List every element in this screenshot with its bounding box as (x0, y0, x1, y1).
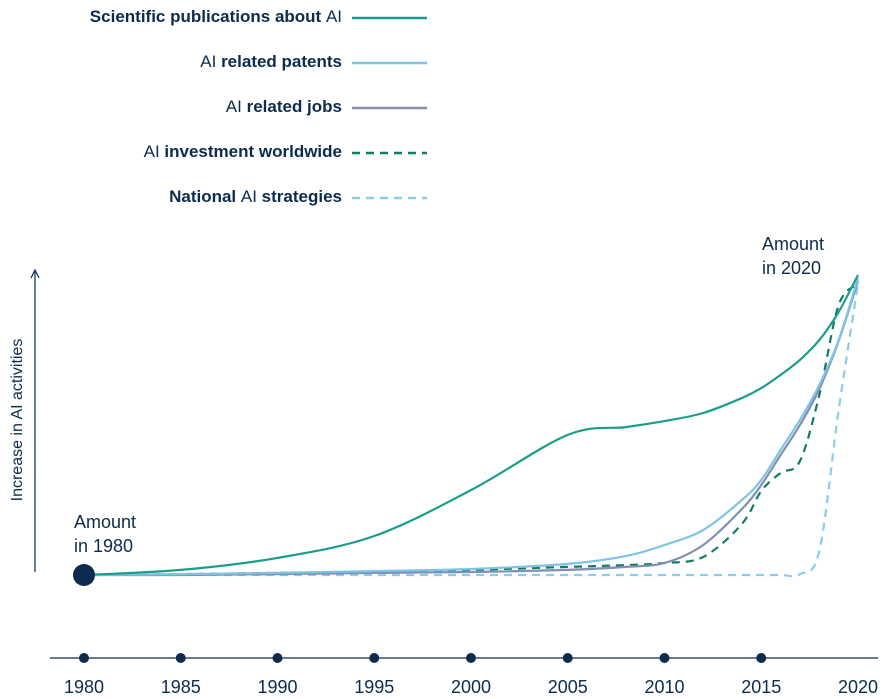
x-tick-dot (272, 653, 283, 663)
x-tick-dot (562, 653, 573, 663)
annotation: in 1980 (74, 536, 133, 556)
x-tick-dot (466, 653, 476, 663)
x-tick-dot (659, 653, 670, 663)
x-tick-label: 2020 (838, 677, 878, 697)
x-tick-dot (175, 653, 186, 663)
annotation: Amount (74, 512, 136, 532)
legend-label: AI related patents (200, 52, 342, 71)
annotation: in 2020 (762, 258, 821, 278)
x-tick-label: 2010 (644, 677, 684, 697)
x-tick-dot (79, 653, 89, 663)
x-tick-label: 1995 (354, 677, 394, 697)
series-line (84, 283, 860, 578)
legend-label: AI investment worldwide (144, 142, 342, 161)
start-point (73, 564, 95, 586)
x-tick-dot (756, 653, 767, 663)
y-axis-arrow (30, 268, 40, 279)
series-line (83, 280, 860, 577)
y-axis-label: Increase in AI activities (9, 339, 26, 502)
x-tick-dot (369, 653, 380, 663)
x-tick-label: 1980 (64, 677, 104, 697)
x-tick-label: 2015 (741, 677, 781, 697)
x-tick-label: 1985 (161, 677, 201, 697)
x-tick-label: 2000 (451, 677, 491, 697)
x-tick-label: 1990 (257, 677, 297, 697)
x-tick-label: 2005 (548, 677, 588, 697)
legend-label: AI related jobs (226, 97, 342, 116)
series-line (83, 274, 859, 577)
legend-label: National AI strategies (169, 187, 342, 206)
series-line (83, 283, 859, 577)
annotation: Amount (762, 234, 824, 254)
series-line (83, 277, 860, 577)
legend-label: Scientific publications about AI (90, 7, 342, 26)
